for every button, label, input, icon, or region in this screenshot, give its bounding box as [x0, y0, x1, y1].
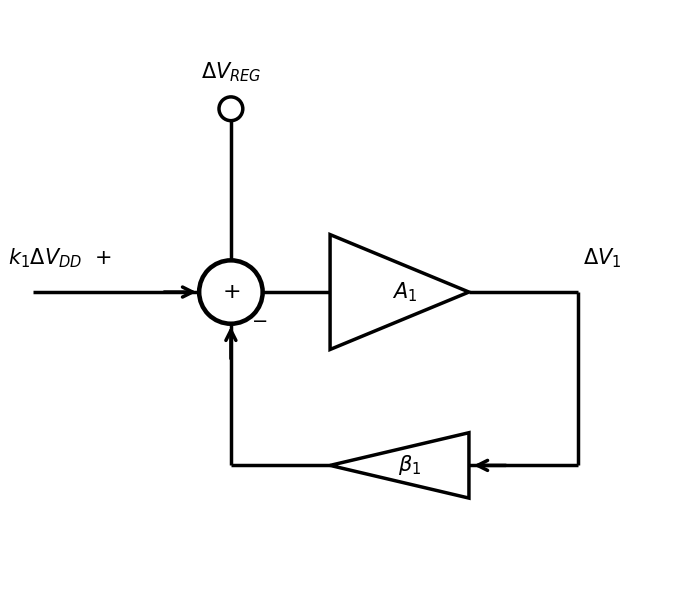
Polygon shape — [330, 234, 469, 349]
Circle shape — [199, 260, 262, 324]
Text: $A_1$: $A_1$ — [392, 280, 417, 304]
Circle shape — [219, 97, 243, 121]
Text: $\Delta V_{REG}$: $\Delta V_{REG}$ — [201, 60, 261, 84]
Text: $\Delta V_1$: $\Delta V_1$ — [583, 247, 622, 270]
Text: $\beta_1$: $\beta_1$ — [398, 453, 421, 477]
Text: $-$: $-$ — [250, 310, 267, 329]
Text: $k_1\Delta V_{DD}$  +: $k_1\Delta V_{DD}$ + — [7, 247, 112, 270]
Polygon shape — [330, 433, 469, 498]
Text: $+$: $+$ — [222, 282, 240, 302]
